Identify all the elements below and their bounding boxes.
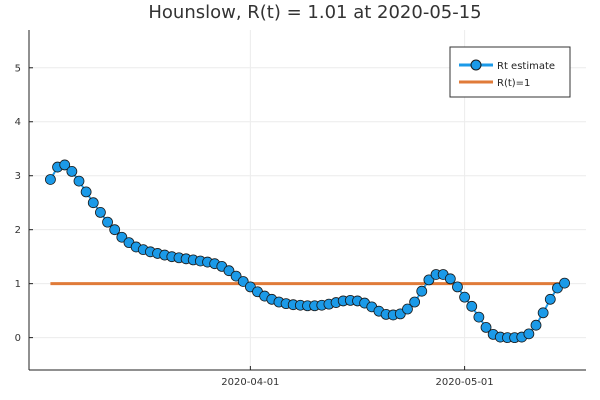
x-tick-label: 2020-04-01 xyxy=(221,377,279,388)
data-point xyxy=(45,174,56,185)
data-point xyxy=(544,293,556,305)
data-point xyxy=(444,273,456,285)
data-point xyxy=(473,311,485,323)
data-point xyxy=(95,207,106,218)
data-point xyxy=(87,197,99,209)
data-point xyxy=(537,307,549,319)
data-point xyxy=(116,231,128,243)
data-point xyxy=(480,321,492,333)
data-point xyxy=(409,296,421,308)
data-point xyxy=(466,300,478,312)
legend: Rt estimate R(t)=1 xyxy=(449,46,571,98)
legend-label-reference: R(t)=1 xyxy=(497,78,530,89)
y-tick-label: 5 xyxy=(15,63,21,74)
chart-title: Hounslow, R(t) = 1.01 at 2020-05-15 xyxy=(148,2,481,23)
data-point xyxy=(59,159,71,171)
data-point xyxy=(402,303,413,315)
data-point xyxy=(452,281,463,293)
y-tick-label: 4 xyxy=(15,117,21,128)
legend-marker-rt-estimate xyxy=(470,59,482,71)
y-tick-label: 2 xyxy=(15,225,21,236)
data-point xyxy=(73,175,85,187)
legend-label-rt-estimate: Rt estimate xyxy=(497,61,555,72)
y-tick-label: 3 xyxy=(15,171,21,182)
data-point xyxy=(80,186,92,198)
y-tick-label: 1 xyxy=(15,279,21,290)
legend-box xyxy=(449,46,571,98)
data-point xyxy=(423,274,435,286)
data-point xyxy=(230,270,242,282)
data-point xyxy=(559,277,570,289)
data-point xyxy=(530,319,542,331)
data-point xyxy=(109,224,121,236)
data-point xyxy=(237,276,249,287)
x-tick-label: 2020-05-01 xyxy=(436,377,494,388)
data-point xyxy=(459,291,471,303)
plot-area xyxy=(45,159,570,344)
data-point xyxy=(66,165,78,177)
data-point xyxy=(102,216,113,228)
data-point xyxy=(523,328,535,340)
y-tick-label: 0 xyxy=(15,333,21,344)
axes: 0 1 2 3 4 5 2020-04-01 2020-05-01 xyxy=(15,30,586,388)
data-point xyxy=(223,265,235,277)
data-point xyxy=(416,285,428,297)
series-line-rt-estimate xyxy=(49,163,566,339)
